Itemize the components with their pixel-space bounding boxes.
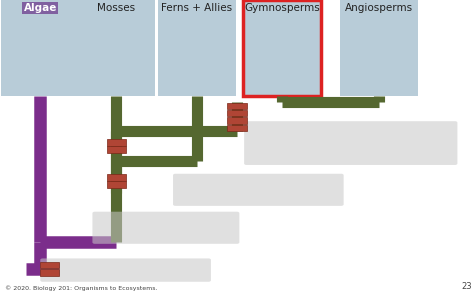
FancyBboxPatch shape bbox=[77, 0, 155, 96]
FancyBboxPatch shape bbox=[107, 181, 126, 188]
FancyBboxPatch shape bbox=[228, 124, 246, 131]
FancyBboxPatch shape bbox=[92, 212, 239, 244]
FancyBboxPatch shape bbox=[173, 174, 344, 206]
FancyBboxPatch shape bbox=[79, 6, 153, 85]
FancyBboxPatch shape bbox=[107, 147, 126, 153]
FancyBboxPatch shape bbox=[4, 6, 77, 85]
FancyBboxPatch shape bbox=[246, 6, 319, 85]
FancyBboxPatch shape bbox=[228, 102, 246, 109]
Text: © 2020. Biology 201: Organisms to Ecosystems.: © 2020. Biology 201: Organisms to Ecosys… bbox=[5, 285, 157, 291]
FancyBboxPatch shape bbox=[228, 110, 246, 116]
FancyBboxPatch shape bbox=[40, 269, 59, 276]
Text: Gymnosperms: Gymnosperms bbox=[244, 3, 320, 13]
Text: Angiosperms: Angiosperms bbox=[345, 3, 413, 13]
FancyBboxPatch shape bbox=[160, 6, 233, 85]
FancyBboxPatch shape bbox=[1, 0, 80, 96]
FancyBboxPatch shape bbox=[228, 117, 246, 124]
FancyBboxPatch shape bbox=[243, 0, 321, 96]
Text: Algae: Algae bbox=[24, 3, 57, 13]
FancyBboxPatch shape bbox=[107, 139, 126, 146]
Text: Mosses: Mosses bbox=[97, 3, 135, 13]
FancyBboxPatch shape bbox=[157, 0, 236, 96]
FancyBboxPatch shape bbox=[40, 258, 211, 282]
Text: 23: 23 bbox=[461, 281, 472, 291]
FancyBboxPatch shape bbox=[40, 262, 59, 268]
FancyBboxPatch shape bbox=[244, 121, 457, 165]
FancyBboxPatch shape bbox=[107, 174, 126, 180]
FancyBboxPatch shape bbox=[340, 0, 418, 96]
Text: Ferns + Allies: Ferns + Allies bbox=[161, 3, 232, 13]
FancyBboxPatch shape bbox=[342, 6, 416, 85]
